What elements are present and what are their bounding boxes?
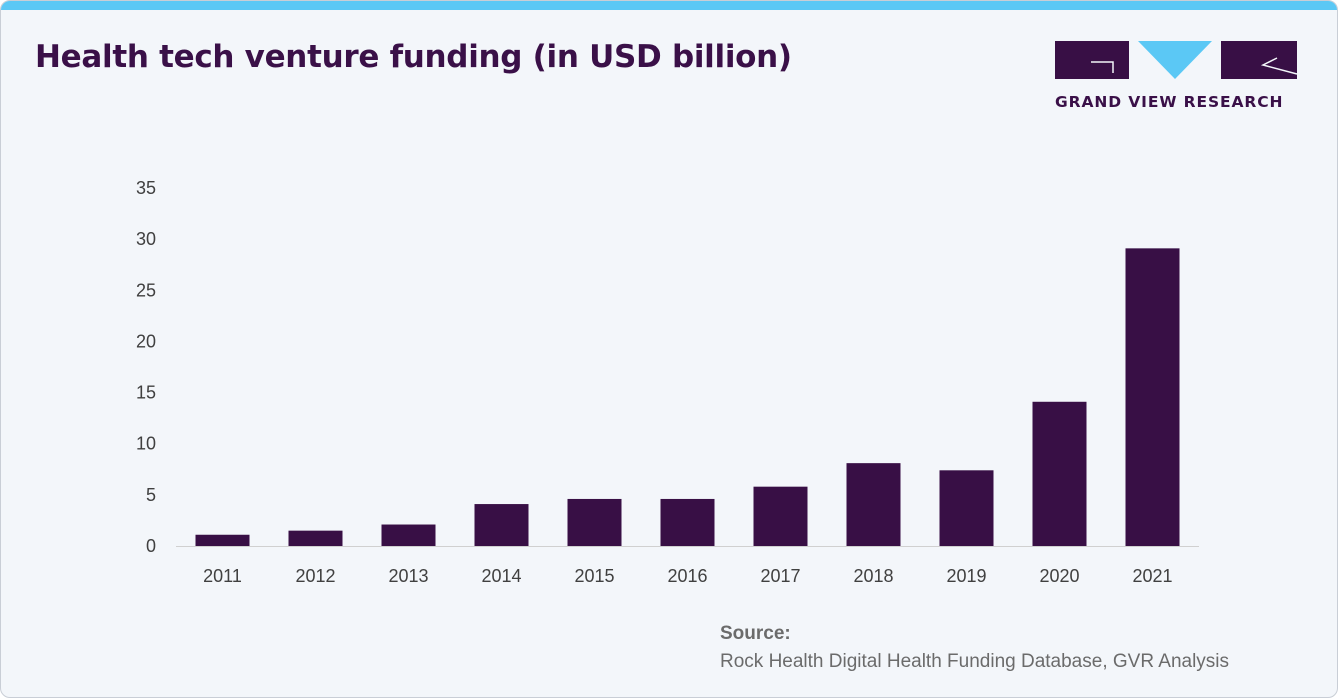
x-tick-label: 2018 [853, 566, 893, 586]
x-tick-label: 2012 [295, 566, 335, 586]
y-tick-label: 5 [146, 485, 156, 505]
bar-2019 [939, 470, 994, 546]
bar-2016 [660, 498, 715, 546]
y-tick-label: 35 [136, 178, 156, 198]
x-tick-label: 2021 [1132, 566, 1172, 586]
bar-2011 [195, 534, 250, 546]
bar-2018 [846, 463, 901, 546]
bar-2013 [381, 524, 436, 546]
gvr-logo-icon [1055, 41, 1298, 79]
top-accent-stripe [1, 1, 1337, 10]
x-tick-label: 2016 [667, 566, 707, 586]
y-tick-label: 20 [136, 331, 156, 351]
source-label: Source: [720, 623, 791, 644]
y-tick-label: 25 [136, 280, 156, 300]
bar-2017 [753, 486, 808, 546]
bar-2015 [567, 498, 622, 546]
x-tick-label: 2019 [946, 566, 986, 586]
x-tick-label: 2013 [388, 566, 428, 586]
x-tick-label: 2011 [203, 566, 242, 586]
x-tick-label: 2017 [760, 566, 800, 586]
grand-view-research-logo: GRAND VIEW RESEARCH [1055, 41, 1299, 111]
y-tick-label: 0 [146, 536, 156, 556]
chart-title: Health tech venture funding (in USD bill… [35, 39, 792, 75]
y-tick-label: 10 [136, 434, 156, 454]
source-note: Source: Rock Health Digital Health Fundi… [720, 623, 1229, 673]
x-tick-label: 2014 [481, 566, 521, 586]
bar-2014 [474, 504, 529, 546]
logo-wordmark: GRAND VIEW RESEARCH [1055, 93, 1284, 111]
bar-2020 [1032, 401, 1087, 546]
x-tick-label: 2015 [574, 566, 614, 586]
y-tick-label: 30 [136, 229, 156, 249]
bar-2021 [1125, 248, 1180, 546]
y-tick-label: 15 [136, 383, 156, 403]
x-tick-label: 2020 [1039, 566, 1079, 586]
bar-2012 [288, 530, 343, 546]
source-text: Rock Health Digital Health Funding Datab… [720, 651, 1230, 672]
